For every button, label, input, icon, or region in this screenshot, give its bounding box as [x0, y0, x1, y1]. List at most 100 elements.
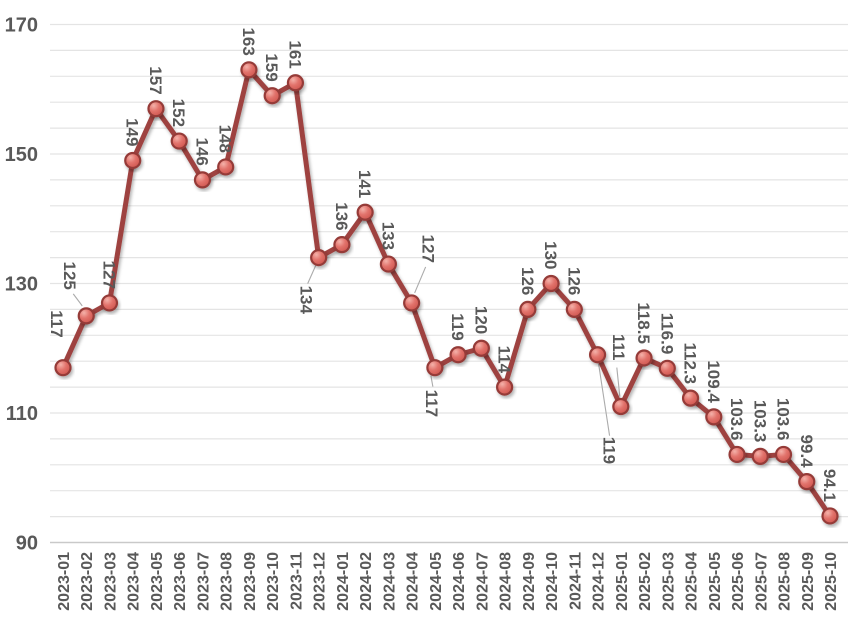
data-point-marker [635, 349, 653, 367]
data-point-marker [426, 359, 444, 377]
y-axis-labels-group: 90 110 130 150 170 [5, 15, 38, 555]
x-axis-tick-label: 2024-02 [358, 552, 375, 611]
data-point-marker [310, 249, 328, 267]
data-point-label: 126 [564, 267, 583, 295]
y-axis-tick-label: 150 [5, 144, 38, 166]
x-axis-tick-label: 2023-02 [79, 552, 96, 611]
x-axis-tick-label: 2025-03 [660, 552, 677, 611]
data-point-label: 125 [60, 262, 79, 290]
data-point-label: 117 [422, 390, 441, 417]
data-point-label: 148 [216, 125, 235, 153]
x-axis-tick-label: 2025-02 [637, 552, 654, 611]
data-point-marker [379, 255, 397, 273]
data-point-marker [612, 397, 630, 416]
y-axis-tick-label: 170 [5, 15, 38, 37]
x-axis-tick-label: 2023-11 [288, 552, 305, 610]
data-point-marker [705, 408, 723, 426]
label-leader-line [616, 367, 621, 397]
x-axis-tick-label: 2023-05 [149, 552, 166, 611]
data-point-label: 119 [600, 437, 619, 464]
data-point-label: 118.5 [634, 302, 653, 344]
data-point-label: 159 [262, 53, 281, 81]
x-axis-tick-label: 2025-04 [684, 552, 701, 611]
data-point-label: 112.3 [681, 342, 700, 384]
data-point-label: 103.6 [774, 398, 793, 441]
data-point-marker [217, 158, 235, 176]
x-axis-tick-label: 2023-01 [56, 552, 73, 611]
data-point-marker [774, 445, 793, 464]
label-leader-line [72, 293, 83, 307]
data-point-marker [100, 294, 119, 312]
y-axis-tick-label: 110 [6, 403, 38, 425]
y-axis-tick-label: 90 [16, 533, 38, 555]
data-point-label: 157 [146, 66, 165, 94]
y-axis-tick-label: 130 [5, 274, 38, 296]
x-axis-labels-group: 2023-01 2023-02 2023-03 2023-04 2023-05 2023-… [56, 552, 840, 611]
data-point-marker [496, 378, 514, 396]
x-axis-tick-label: 2024-06 [451, 552, 468, 611]
data-point-marker [681, 389, 700, 407]
data-point-marker [588, 346, 607, 364]
data-point-label: 127 [99, 261, 118, 289]
data-point-marker [472, 339, 490, 357]
x-axis-tick-label: 2025-06 [730, 552, 747, 611]
data-point-label: 130 [541, 241, 560, 269]
label-leader-line [414, 266, 427, 294]
data-point-label: 109.4 [704, 360, 723, 403]
data-point-label: 133 [378, 222, 397, 250]
data-point-label: 134 [297, 286, 316, 315]
x-axis-tick-label: 2024-10 [544, 552, 561, 611]
x-axis-tick-label: 2025-08 [777, 552, 794, 611]
data-point-marker [403, 294, 421, 312]
x-axis-tick-label: 2025-07 [753, 552, 770, 611]
data-point-label: 116.9 [657, 313, 676, 355]
data-point-label: 103.3 [750, 400, 769, 443]
data-point-label: 141 [355, 170, 374, 198]
x-axis-tick-label: 2023-03 [102, 552, 119, 611]
data-point-marker [124, 151, 142, 170]
x-axis-tick-label: 2023-12 [312, 552, 329, 611]
data-point-label: 103.6 [727, 398, 746, 441]
x-axis-tick-label: 2025-05 [707, 552, 724, 611]
data-point-marker [519, 300, 537, 318]
data-point-label: 99.4 [797, 435, 816, 469]
x-axis-tick-label: 2023-09 [242, 552, 259, 611]
x-axis-tick-label: 2024-01 [335, 552, 352, 611]
data-point-label: 114 [495, 346, 514, 374]
data-point-label: 127 [419, 235, 438, 263]
data-point-label: 120 [471, 306, 490, 334]
data-point-marker [193, 171, 212, 189]
data-point-label: 94.1 [820, 469, 839, 502]
x-axis-tick-label: 2023-04 [126, 552, 143, 611]
x-axis-tick-label: 2023-06 [172, 552, 189, 611]
data-point-marker [798, 473, 816, 491]
data-point-marker [263, 87, 281, 105]
data-point-marker [286, 74, 305, 92]
data-point-marker [147, 100, 165, 118]
data-point-label: 111 [609, 334, 628, 361]
x-axis-tick-label: 2024-07 [474, 552, 491, 611]
data-point-label: 149 [123, 118, 142, 146]
label-leader-line [598, 363, 611, 436]
data-point-label: 146 [192, 138, 211, 166]
data-point-label: 126 [518, 267, 537, 295]
x-axis-tick-label: 2024-08 [498, 552, 515, 611]
data-point-marker [658, 359, 676, 377]
data-point-marker [356, 203, 374, 221]
x-axis-tick-label: 2024-09 [521, 552, 538, 611]
label-leader-line [430, 375, 434, 387]
series-line-group [60, 67, 833, 519]
x-axis-tick-label: 2023-08 [219, 552, 236, 611]
data-point-marker [77, 307, 95, 325]
data-point-marker [449, 346, 467, 364]
data-point-marker [728, 445, 746, 464]
markers-group [54, 61, 839, 525]
x-axis-tick-label: 2024-12 [591, 552, 608, 611]
data-point-label: 163 [239, 27, 258, 55]
gridlines-group [50, 23, 848, 544]
data-point-label: 117 [47, 310, 66, 337]
x-axis-tick-label: 2025-09 [800, 552, 817, 611]
x-axis-tick-label: 2024-11 [567, 552, 584, 610]
